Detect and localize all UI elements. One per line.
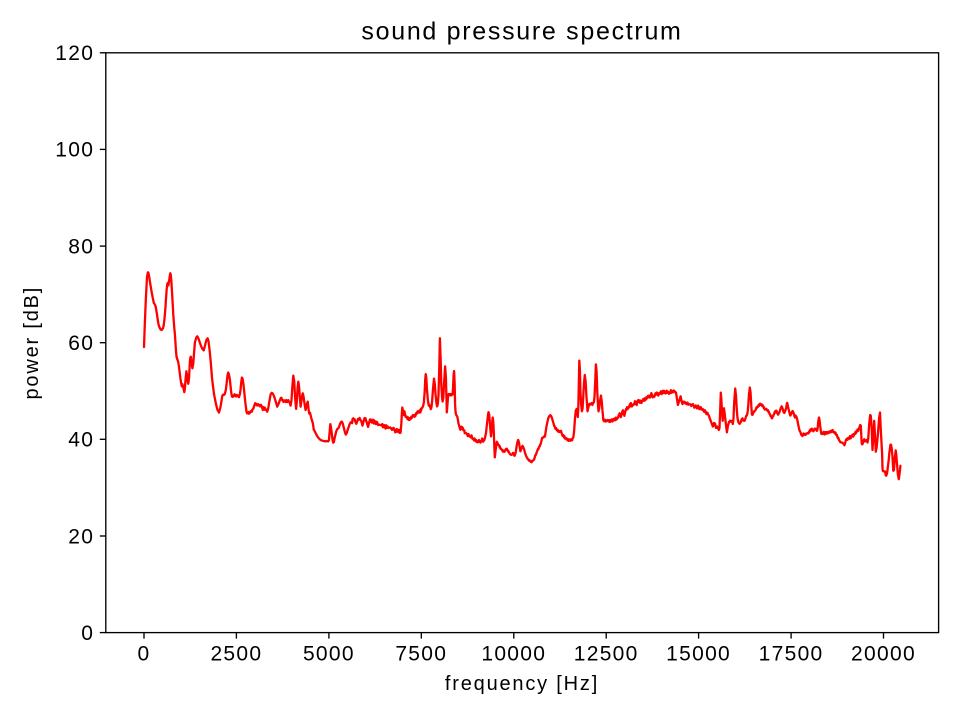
svg-text:60: 60 — [68, 332, 94, 355]
svg-text:power [dB]: power [dB] — [21, 286, 43, 400]
svg-text:120: 120 — [55, 42, 94, 65]
svg-text:5000: 5000 — [303, 643, 355, 666]
svg-text:10000: 10000 — [481, 643, 546, 666]
svg-text:100: 100 — [55, 139, 94, 162]
svg-text:15000: 15000 — [666, 643, 731, 666]
svg-text:20000: 20000 — [851, 643, 916, 666]
svg-text:frequency [Hz]: frequency [Hz] — [445, 673, 599, 695]
svg-text:17500: 17500 — [759, 643, 824, 666]
svg-text:7500: 7500 — [395, 643, 447, 666]
svg-text:40: 40 — [68, 429, 94, 452]
svg-text:80: 80 — [68, 235, 94, 258]
svg-text:20: 20 — [68, 525, 94, 548]
svg-text:0: 0 — [81, 622, 94, 645]
svg-text:0: 0 — [138, 643, 151, 666]
svg-text:12500: 12500 — [574, 643, 639, 666]
svg-text:2500: 2500 — [210, 643, 262, 666]
svg-text:sound pressure spectrum: sound pressure spectrum — [361, 18, 682, 46]
